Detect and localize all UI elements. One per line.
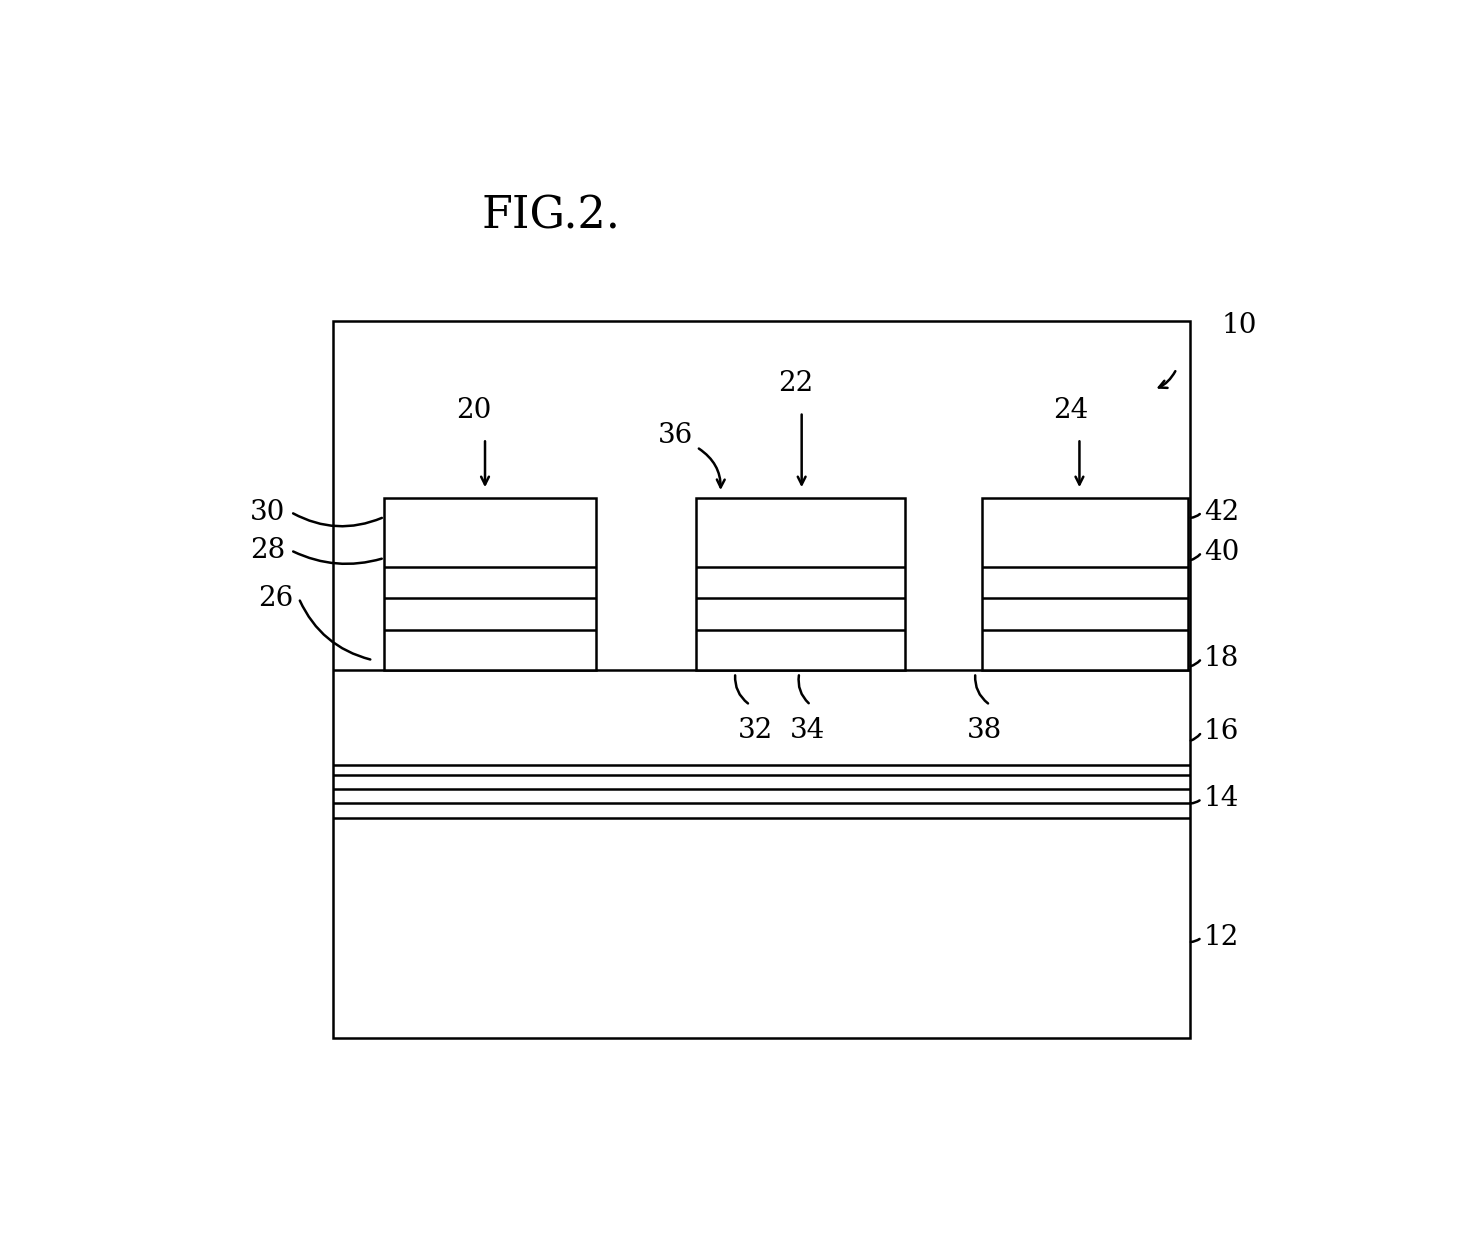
Text: 38: 38 [968,717,1002,745]
Text: 16: 16 [1204,719,1239,746]
Text: 12: 12 [1204,923,1239,951]
Text: 26: 26 [258,585,294,612]
Bar [385,498,596,670]
Bar [696,498,904,670]
Bar [333,321,1190,1037]
Text: 20: 20 [456,397,491,424]
Text: 36: 36 [658,422,693,449]
Text: 34: 34 [789,717,825,745]
Text: 22: 22 [779,370,814,397]
Text: 24: 24 [1053,397,1089,424]
Text: 18: 18 [1204,645,1239,671]
Text: 14: 14 [1204,786,1239,812]
Text: 42: 42 [1204,499,1239,525]
Text: 30: 30 [249,499,285,525]
Text: 32: 32 [739,717,773,745]
Text: 28: 28 [249,537,285,563]
Text: FIG.2.: FIG.2. [482,195,621,237]
Text: 40: 40 [1204,539,1239,566]
Bar [982,498,1187,670]
Text: 10: 10 [1221,313,1257,339]
